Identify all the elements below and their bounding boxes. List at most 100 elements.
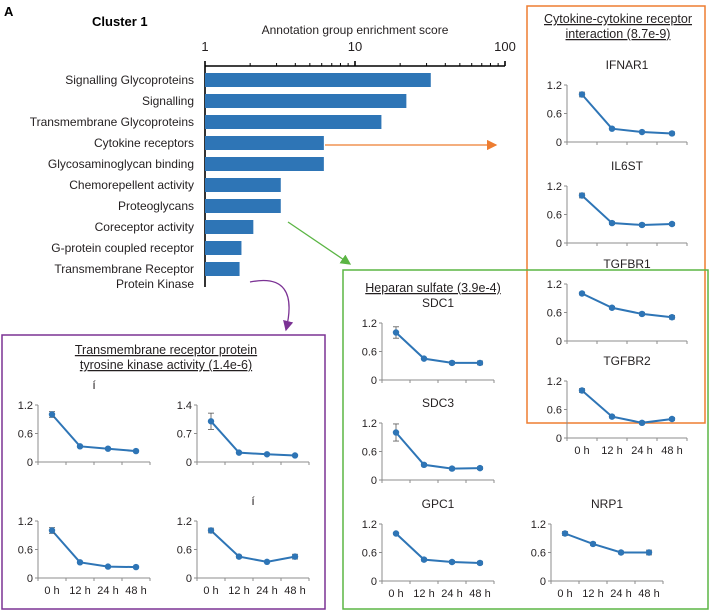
line-plot: IL6ST 0 0.6 1.2: [547, 159, 688, 250]
plot-y-tick-label: 0.6: [18, 429, 33, 441]
bar: [205, 94, 407, 108]
plot-y-tick-label: 1.2: [547, 181, 562, 193]
line-plot: GPC1 0 0.6 1.2 0 h 12 h 24 h 48 h: [362, 497, 495, 600]
plot-point: [291, 553, 299, 560]
plot-point: [448, 558, 456, 566]
bar: [205, 199, 281, 213]
bar: [205, 136, 324, 150]
line-plot: í 0 0.6 1.2: [18, 378, 151, 469]
plot-x-tick-label: 24 h: [441, 588, 462, 600]
plot-y-tick-label: 0.6: [547, 405, 562, 417]
bar: [205, 157, 324, 171]
plot-point: [48, 527, 56, 534]
plot-point: [638, 310, 646, 318]
plot-y-tick-label: 0: [556, 336, 562, 348]
plot-x-tick-label: 24 h: [97, 585, 118, 597]
line-plot: TGFBR1 0 0.6 1.2: [547, 257, 688, 348]
bar-category-label: Signalling Glycoproteins: [65, 73, 194, 87]
plot-point: [132, 447, 140, 455]
plot-y-tick-label: 0.7: [177, 429, 192, 441]
plot-y-tick-label: 1.2: [547, 376, 562, 388]
plot-point: [207, 527, 215, 534]
plot-y-tick-label: 1.2: [18, 400, 33, 412]
plot-y-tick-label: 0: [371, 475, 377, 487]
plot-series-line: [395, 431, 481, 470]
tyrosine-group-box: [1, 334, 326, 610]
line-plot: IFNAR1 0 0.6 1.2: [547, 58, 688, 149]
plot-y-tick-label: 1.2: [531, 519, 546, 531]
plot-y-tick-label: 1.2: [362, 318, 377, 330]
enrichment-bar-chart: Annotation group enrichment score 1 10 100 S…: [30, 23, 516, 291]
plot-series-line: [210, 529, 296, 563]
bar-chart-title: Annotation group enrichment score: [262, 23, 449, 37]
plot-point: [638, 128, 646, 136]
bar-category-label: Signalling: [142, 94, 194, 108]
plot-x-tick-label: 48 h: [469, 588, 490, 600]
plot-point: [420, 461, 428, 468]
plot-point: [48, 411, 56, 418]
plot-x-tick-label: 0 h: [574, 445, 589, 457]
plot-point: [392, 429, 400, 436]
plot-y-tick-label: 1.2: [547, 279, 562, 291]
heparan-line-plots: Heparan sulfate (3.9e-4)SDC1 0 0.6 1.2 SDC3 0…: [362, 281, 664, 600]
line-plot: 0 0.7 1.4: [177, 400, 310, 469]
plot-title: IL6ST: [611, 159, 644, 173]
plot-y-tick-label: 1.2: [18, 516, 33, 528]
bar-category-label: Chemorepellent activity: [69, 178, 194, 192]
plot-point: [578, 91, 586, 98]
plot-point: [578, 290, 586, 297]
line-plot: TGFBR2 0 0.6 1.2 0 h 12 h 24 h 48 h: [547, 354, 688, 457]
plot-x-tick-label: 48 h: [284, 585, 305, 597]
bar: [205, 178, 281, 192]
plot-point: [263, 558, 271, 566]
plot-title: SDC3: [422, 396, 454, 410]
plot-point: [668, 220, 676, 228]
bar-x-tick-label: 1: [201, 39, 208, 54]
plot-y-tick-label: 0: [540, 576, 546, 588]
bar: [205, 241, 242, 255]
plot-title: SDC1: [422, 296, 454, 310]
line-plot: 0 0.6 1.2 0 h 12 h 24 h 48 h: [18, 516, 151, 597]
plot-y-tick-label: 0: [556, 137, 562, 149]
plot-point: [561, 530, 569, 537]
plot-point: [76, 443, 84, 450]
plot-point: [608, 125, 616, 132]
plot-point: [235, 449, 243, 456]
tyrosine-group-title: tyrosine kinase activity (1.4e-6): [80, 358, 252, 372]
plot-series-line: [395, 532, 481, 564]
line-plot: NRP1 0 0.6 1.2 0 h 12 h 24 h 48 h: [531, 497, 664, 600]
panel-label: A: [4, 4, 14, 19]
plot-y-tick-label: 1.4: [177, 400, 192, 412]
plot-y-tick-label: 0: [186, 573, 192, 585]
bar-category-label: Protein Kinase: [116, 277, 194, 291]
plot-y-tick-label: 0.6: [547, 109, 562, 121]
plot-point: [638, 221, 646, 229]
plot-x-tick-label: 0 h: [203, 585, 218, 597]
bar-category-label: G-protein coupled receptor: [51, 241, 194, 255]
plot-y-tick-label: 0: [27, 573, 33, 585]
plot-point: [589, 540, 597, 548]
plot-point: [668, 130, 676, 137]
plot-point: [608, 304, 616, 311]
bar: [205, 220, 254, 234]
plot-point: [608, 413, 616, 420]
plot-y-tick-label: 0.6: [547, 210, 562, 222]
plot-point: [448, 359, 456, 367]
plot-y-tick-label: 1.2: [547, 80, 562, 92]
plot-y-tick-label: 0: [27, 457, 33, 469]
plot-y-tick-label: 0: [556, 238, 562, 250]
plot-point: [132, 563, 140, 571]
plot-y-tick-label: 0.6: [362, 347, 377, 359]
plot-y-tick-label: 0: [371, 576, 377, 588]
plot-point: [104, 445, 112, 452]
plot-point: [668, 314, 676, 321]
line-plot: SDC1 0 0.6 1.2: [362, 296, 495, 387]
plot-point: [668, 415, 676, 423]
plot-point: [420, 355, 428, 362]
plot-x-tick-label: 12 h: [69, 585, 90, 597]
plot-title: TGFBR1: [603, 257, 651, 271]
tyrosine-group-title: Transmembrane receptor protein: [75, 343, 257, 357]
bar-category-label: Coreceptor activity: [95, 220, 194, 234]
